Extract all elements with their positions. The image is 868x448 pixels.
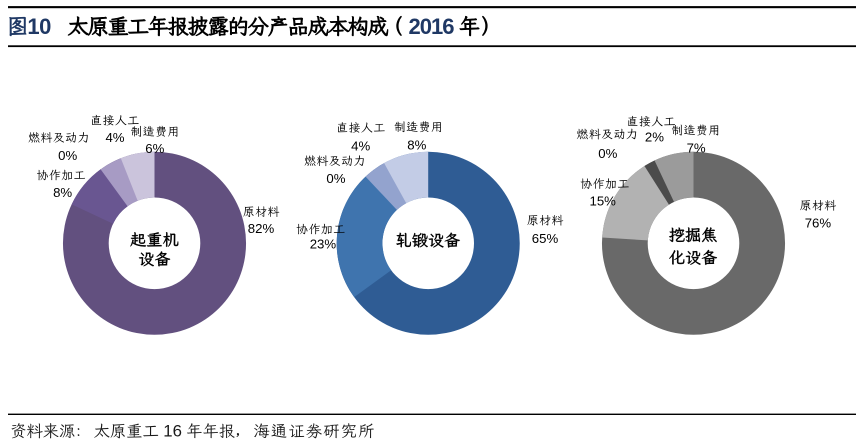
svg-text:23%: 23%	[310, 236, 337, 251]
svg-text:4%: 4%	[351, 139, 370, 154]
svg-text:2%: 2%	[645, 130, 664, 145]
svg-text:65%: 65%	[532, 231, 559, 246]
svg-text:10: 10	[27, 14, 51, 39]
svg-text:16: 16	[163, 421, 182, 440]
svg-text:0%: 0%	[598, 146, 617, 161]
svg-text:2016: 2016	[409, 14, 455, 39]
svg-text:6%: 6%	[145, 141, 164, 156]
svg-text:4%: 4%	[105, 130, 124, 145]
svg-text:15%: 15%	[589, 193, 616, 208]
svg-text:8%: 8%	[53, 185, 72, 200]
svg-text:82%: 82%	[248, 221, 275, 236]
svg-text:7%: 7%	[687, 141, 706, 156]
svg-text:76%: 76%	[805, 216, 832, 231]
svg-text:0%: 0%	[326, 171, 345, 186]
svg-text:0%: 0%	[58, 148, 77, 163]
svg-text:8%: 8%	[407, 137, 426, 152]
